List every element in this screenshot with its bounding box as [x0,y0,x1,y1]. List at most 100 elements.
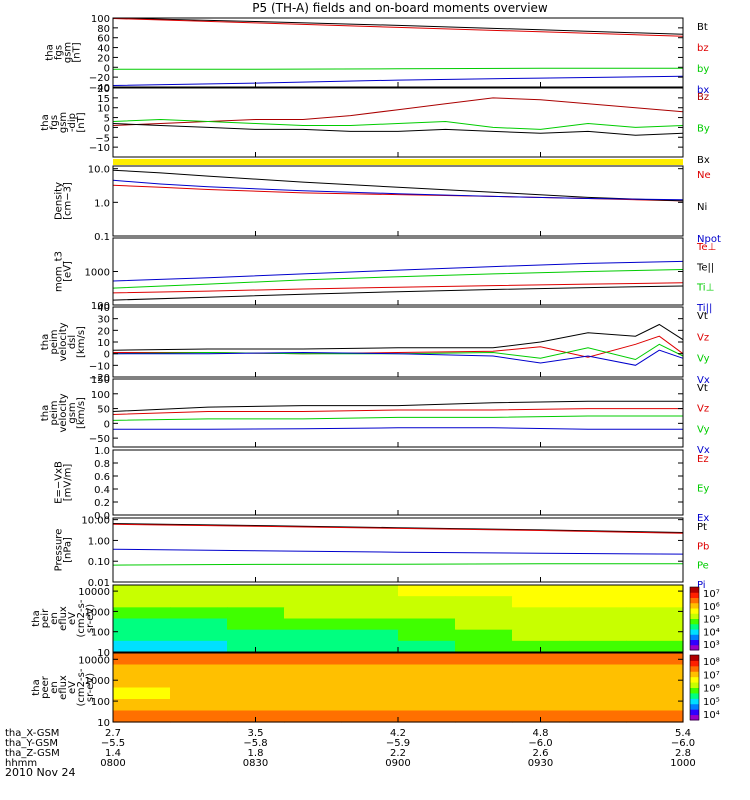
heatmap-cell [170,618,228,631]
colorbar-segment [690,592,699,598]
x-axis-row-label: tha_X-GSM [5,728,59,739]
colorbar-segment [690,618,699,625]
colorbar-label: 10⁶ [703,602,720,613]
heatmap-cell [284,676,342,689]
y-axis-label: [cm−3] [63,182,74,220]
legend-Ex: Ex [697,513,709,524]
y-tick-label: −40 [89,83,110,94]
y-tick-label: 0 [104,419,110,430]
heatmap-cell [341,676,399,689]
x-axis-value: 2.6 [533,748,549,759]
heatmap-cell [113,596,171,608]
panel-efield: Ez Ey Ex 1.0 0.8 0.6 0.4 0.2 0.0 E=−VxB[mV/m] [54,446,710,524]
heatmap-cell [626,710,684,723]
heatmap-cell [569,687,627,700]
heatmap-cell [569,640,627,653]
heatmap-cell [284,596,342,608]
heatmap-cell [341,653,399,666]
heatmap-cell [284,687,342,700]
y-axis-label: [nPa] [63,537,74,563]
y-tick-label: −20 [89,73,110,84]
series-line-Ti⊥ [112,269,684,289]
heatmap-cell [455,618,513,631]
y-tick-label: 10000 [78,655,110,666]
heatmap-cell [626,629,684,642]
legend-bz: bz [697,43,709,54]
heatmap-cell [113,585,171,597]
colorbar-segment [690,597,699,604]
y-tick-label: 20 [97,326,110,337]
heatmap-cell [227,699,285,712]
heatmap-cell [227,710,285,723]
heatmap-cell [626,618,684,631]
y-axis-label: gsm [67,402,78,423]
y-tick-label: 150 [91,375,110,386]
colorbar-segment [690,587,699,593]
heatmap-cell [227,676,285,689]
series-line-Ni [112,169,684,202]
colorbar-segment [690,644,699,651]
y-tick-label: 100 [91,14,110,25]
heatmap-cell [113,664,171,677]
y-axis-label: eV [67,681,78,694]
legend-Ey: Ey [697,484,709,495]
heatmap-cell [341,629,399,642]
heatmap-cell [113,699,171,712]
heatmap-cell [455,640,513,653]
heatmap-cell [455,687,513,700]
legend-bx: bx [697,85,709,96]
series-line-Te⊥ [112,282,684,294]
heatmap-cell [113,640,171,653]
legend-by: by [697,64,709,75]
series-line-Vt [112,400,683,412]
heatmap-cell [284,653,342,666]
heatmap-cell [398,585,456,597]
heatmap-cell [398,607,456,620]
heatmap-cell [113,618,171,631]
colorbar-segment [690,714,699,721]
y-axis-label: fgs [49,115,60,130]
y-tick-label: 1000 [85,607,110,618]
heatmap-cell [341,687,399,700]
colorbar-label: 10⁴ [703,710,720,721]
y-axis-label: [mV/m] [63,464,74,502]
heatmap-cell [341,585,399,597]
legend-Vx: Vx [697,445,710,456]
heatmap-cell [455,607,513,620]
legend-By: By [697,124,710,135]
y-tick-label: 0 [104,123,110,134]
series-line-Vy [112,343,684,361]
colorbar-segment [690,687,699,694]
y-axis-label: gsm [63,42,74,63]
x-axis-value: −5.8 [243,738,267,749]
y-tick-label: −10 [89,143,110,154]
x-axis-value: −6.0 [528,738,552,749]
series-line-Vy [112,415,683,421]
heatmap-cell [512,640,570,653]
y-axis-label: [nT] [76,112,87,132]
panel-density: Ne Ni Npot 10.0 1.0 0.1 Density[cm−3] [54,165,721,245]
y-axis-label: peim [49,329,60,354]
y-axis-label: eflux [58,606,69,631]
heatmap-cell [512,664,570,677]
heatmap-cell [113,629,171,642]
heatmap-cell [398,664,456,677]
series-line-Vz [112,408,683,415]
y-tick-label: 15 [97,94,110,105]
x-axis-value: 0800 [100,758,125,769]
x-axis-value: 4.8 [533,728,549,739]
x-axis-row-label: tha_Z-GSM [5,748,60,759]
y-tick-label: 1000 [85,268,110,279]
heatmap-cell [626,699,684,712]
heatmap-cell [626,596,684,608]
heatmap-cell [170,629,228,642]
heatmap-cell [512,676,570,689]
heatmap-cell [284,699,342,712]
colorbar-frame [689,654,700,721]
heatmap-cell [227,664,285,677]
heatmap-cell [512,699,570,712]
heatmap-cell [626,664,684,677]
x-axis-value: −6.0 [671,738,695,749]
heatmap-cell [227,618,285,631]
y-tick-label: 10 [97,648,110,659]
